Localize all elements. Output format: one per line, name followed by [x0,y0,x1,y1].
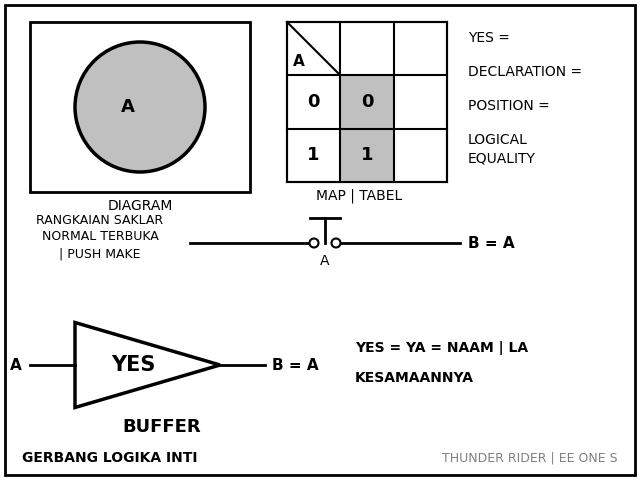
Text: B = A: B = A [468,236,515,251]
Text: YES: YES [111,355,155,375]
Text: A: A [121,98,135,116]
Text: LOGICAL: LOGICAL [468,133,528,147]
Text: DIAGRAM: DIAGRAM [108,199,173,213]
Polygon shape [75,323,220,408]
Text: RANGKAIAN SAKLAR: RANGKAIAN SAKLAR [36,214,164,227]
Text: KESAMAANNYA: KESAMAANNYA [355,371,474,385]
Text: EQUALITY: EQUALITY [468,151,536,165]
Circle shape [332,239,340,248]
Circle shape [310,239,319,248]
Bar [340,75,394,129]
Text: GERBANG LOGIKA INTI: GERBANG LOGIKA INTI [22,451,198,465]
Bar [30,22,250,192]
Bar [287,22,447,182]
Circle shape [75,42,205,172]
Text: YES = YA = NAAM | LA: YES = YA = NAAM | LA [355,341,528,355]
Text: 0: 0 [361,93,373,111]
Text: BUFFER: BUFFER [123,419,202,436]
Bar [340,129,394,182]
Text: A: A [293,54,305,69]
Text: B = A: B = A [272,358,319,372]
Text: 1: 1 [361,146,373,164]
Text: MAP | TABEL: MAP | TABEL [316,189,402,203]
Text: YES =: YES = [468,31,510,45]
Text: A: A [320,254,330,268]
Text: POSITION =: POSITION = [468,99,550,113]
Text: | PUSH MAKE: | PUSH MAKE [60,248,141,261]
Text: 1: 1 [307,146,320,164]
Text: THUNDER RIDER | EE ONE S: THUNDER RIDER | EE ONE S [442,452,618,465]
Text: 0: 0 [307,93,320,111]
Text: A: A [10,358,22,372]
Text: DECLARATION =: DECLARATION = [468,65,582,79]
Text: NORMAL TERBUKA: NORMAL TERBUKA [42,230,158,243]
